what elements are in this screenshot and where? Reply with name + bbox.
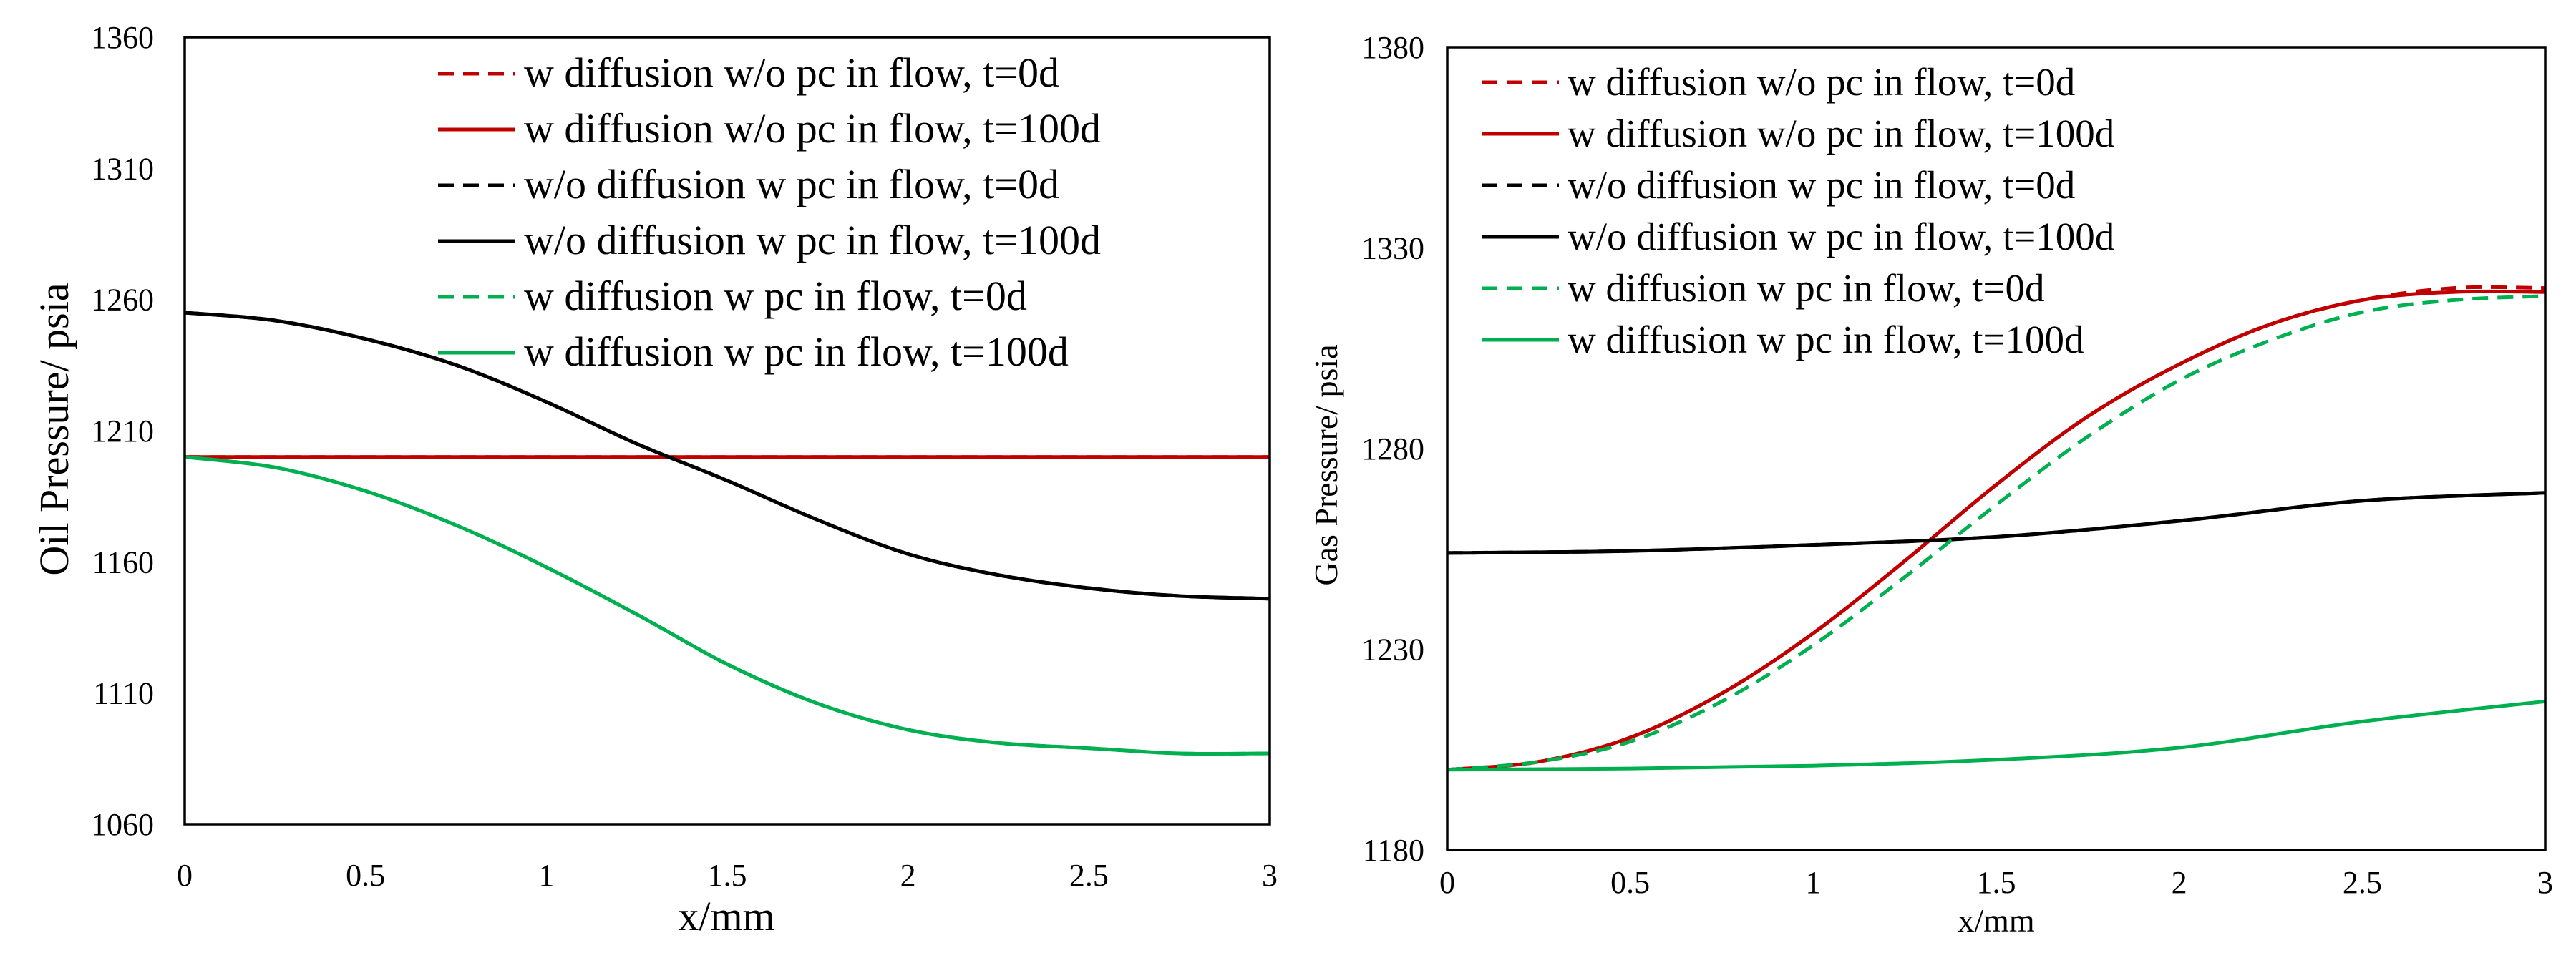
gas-plot-area [1447,285,2546,772]
gas-x-tick-label: 3 [2537,865,2553,900]
oil-legend-label-4: w/o diffusion w pc in flow, t=100d [524,217,1101,263]
oil-y-tick-label: 1310 [91,151,154,186]
gas-x-tick-label: 2.5 [2343,865,2382,900]
oil-plot-frame [183,36,1271,826]
gas-x-tick-label: 0 [1439,865,1455,900]
oil-plot-area [184,311,1270,756]
oil-series-6-line [184,455,1270,756]
gas-y-axis-title: Gas Pressure/ psia [1308,344,1344,585]
oil-series-5-line [184,455,1270,756]
gas-series-2-line [1447,289,2546,772]
gas-pressure-chart: 1180 1230 1280 1330 1380 0 0.5 1 1.5 2 2.5 3 x/mm Gas… [1308,30,2553,939]
gas-legend-label-4: w/o diffusion w pc in flow, t=100d [1568,215,2114,258]
oil-x-axis-title: x/mm [678,893,774,939]
gas-legend-label-1: w diffusion w/o pc in flow, t=0d [1568,60,2075,104]
oil-y-tick-label: 1360 [91,20,154,55]
gas-x-tick-label: 0.5 [1610,865,1650,900]
gas-legend-label-3: w/o diffusion w pc in flow, t=0d [1568,163,2075,207]
gas-plot-frame [1446,46,2547,851]
oil-x-tick-label: 1.5 [708,858,747,893]
gas-legend-label-5: w diffusion w pc in flow, t=0d [1568,266,2045,310]
oil-y-tick-label: 1160 [92,544,154,580]
oil-x-tick-label: 3 [1262,858,1278,893]
gas-y-tick-label: 1230 [1361,632,1424,668]
oil-series-4-line [184,311,1270,601]
gas-x-tick-label: 1.5 [1977,865,2016,900]
oil-x-tick-label: 0.5 [346,858,385,893]
oil-y-axis-title: Oil Pressure/ psia [31,283,77,575]
oil-y-tick-label: 1060 [91,807,154,842]
oil-legend-label-2: w diffusion w/o pc in flow, t=100d [524,105,1101,152]
oil-legend: w diffusion w/o pc in flow, t=0d w diffus… [438,49,1101,375]
gas-y-tick-label: 1380 [1361,30,1424,65]
gas-y-tick-label: 1330 [1361,231,1424,266]
gas-series-3-line [1447,491,2546,555]
gas-legend-label-6: w diffusion w pc in flow, t=100d [1568,318,2084,361]
oil-y-tick-label: 1210 [91,414,154,449]
gas-series-5-line [1447,294,2546,772]
oil-legend-label-3: w/o diffusion w pc in flow, t=0d [524,161,1059,207]
gas-x-tick-label: 2 [2172,865,2187,900]
oil-x-tick-label: 1 [538,858,554,893]
oil-legend-label-5: w diffusion w pc in flow, t=0d [524,273,1027,319]
gas-y-tick-label: 1280 [1361,431,1424,466]
oil-y-tick-label: 1110 [93,676,154,711]
gas-series-4-line [1447,491,2546,555]
oil-legend-label-6: w diffusion w pc in flow, t=100d [524,328,1069,375]
gas-x-axis-title: x/mm [1958,902,2035,939]
gas-series-6-line [1447,699,2546,772]
oil-pressure-chart: 1060 1110 1160 1210 1260 1310 1360 0 0.5 1 1.5 2 2.5… [31,20,1278,939]
gas-legend: w diffusion w/o pc in flow, t=0d w diffus… [1482,60,2114,361]
gas-x-tick-label: 1 [1805,865,1821,900]
oil-x-tick-label: 0 [177,858,193,893]
oil-y-tick-label: 1260 [91,283,154,318]
oil-x-tick-label: 2.5 [1069,858,1109,893]
oil-x-tick-label: 2 [900,858,916,893]
gas-legend-label-2: w diffusion w/o pc in flow, t=100d [1568,112,2114,155]
oil-legend-label-1: w diffusion w/o pc in flow, t=0d [524,49,1059,96]
gas-y-tick-label: 1180 [1363,833,1424,868]
